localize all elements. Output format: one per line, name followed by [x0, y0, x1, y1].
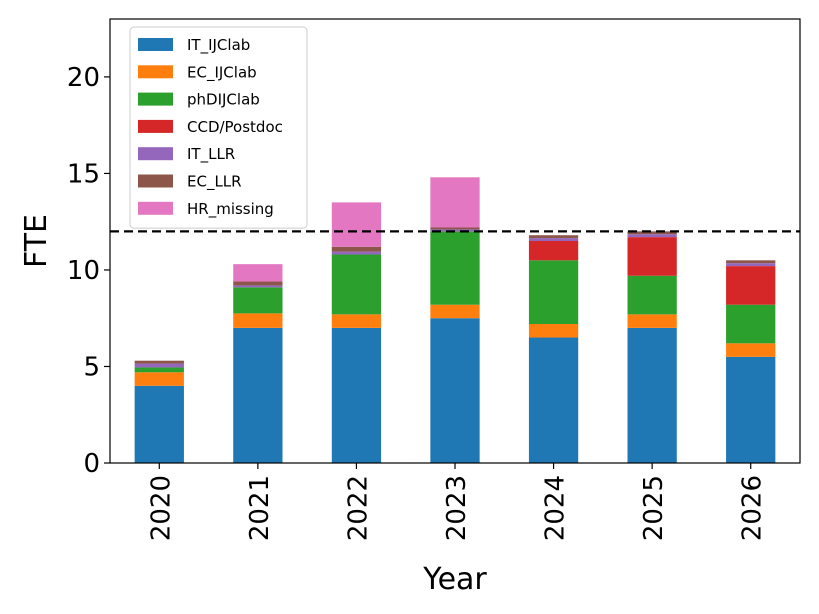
y-tick-label: 20 — [67, 63, 100, 93]
bar-2026-phdijclab — [726, 304, 776, 344]
legend-swatch — [138, 38, 173, 51]
bar-2026-ccd-postdoc — [726, 266, 776, 305]
bar-2023-phdijclab — [430, 231, 480, 305]
bar-2026-it-ijclab — [726, 356, 776, 463]
y-tick-label: 15 — [67, 159, 100, 189]
bar-2026-ec-llr — [726, 260, 776, 264]
legend-swatch — [138, 65, 173, 79]
bar-2020-phdijclab — [134, 367, 184, 373]
y-axis-label: FTE — [19, 214, 54, 268]
legend-label: HR_missing — [187, 200, 274, 219]
legend: IT_IJClab EC_IJClab phDIJClab CCD/Postdoc IT… — [129, 26, 308, 229]
bar-2020-it-llr — [134, 363, 184, 368]
bar-2024-it-ijclab — [528, 337, 579, 463]
bar-2023-hr-missing — [430, 177, 480, 228]
bars-layer — [134, 177, 776, 463]
legend-label: IT_IJClab — [187, 36, 250, 55]
x-tick-label: 2024 — [541, 475, 571, 541]
bar-2021-ec-llr — [233, 281, 283, 286]
bar-2024-phdijclab — [528, 260, 579, 325]
bar-2026-it-llr — [726, 263, 776, 267]
y-tick-label: 5 — [83, 352, 100, 382]
bar-2020-ec-llr — [134, 360, 184, 364]
bar-2024-it-llr — [528, 238, 579, 241]
bar-2021-it-ijclab — [233, 327, 283, 463]
legend-swatch — [138, 174, 173, 188]
x-tick-label: 2022 — [343, 475, 373, 541]
x-axis: 2020 2021 2022 2023 2024 2025 2026 — [146, 463, 768, 541]
bar-2025-it-ijclab — [627, 327, 677, 463]
bar-2025-ec-ijclab — [627, 314, 677, 328]
legend-swatch — [138, 147, 173, 161]
bar-2022-ec-ijclab — [331, 314, 382, 328]
legend-swatch — [138, 92, 173, 106]
y-tick-label: 0 — [83, 449, 100, 479]
legend-label: CCD/Postdoc — [187, 118, 283, 136]
bar-2024-ec-ijclab — [528, 324, 579, 338]
x-tick-label: 2020 — [146, 475, 176, 541]
bar-2024-ec-llr — [528, 235, 579, 239]
bar-2021-phdijclab — [233, 287, 283, 314]
bar-2022-hr-missing — [331, 202, 382, 247]
bar-2020-ec-ijclab — [134, 372, 184, 386]
x-axis-label: Year — [422, 562, 487, 597]
legend-swatch — [138, 119, 173, 133]
bar-2023-ec-llr — [430, 227, 480, 230]
bar-2021-hr-missing — [233, 264, 283, 282]
bar-2026-ec-ijclab — [726, 343, 776, 357]
bar-2021-it-llr — [233, 285, 283, 288]
bar-2022-ec-llr — [331, 246, 382, 252]
bar-2025-phdijclab — [627, 275, 677, 315]
bar-2025-ec-llr — [627, 231, 677, 235]
bar-2025-ccd-postdoc — [627, 237, 677, 276]
legend-label: EC_LLR — [187, 173, 242, 192]
bar-2024-ccd-postdoc — [528, 241, 579, 261]
bar-2022-it-ijclab — [331, 327, 382, 463]
bar-2021-ec-ijclab — [233, 313, 283, 328]
x-tick-label: 2026 — [738, 475, 768, 541]
bar-2022-it-llr — [331, 251, 382, 255]
x-tick-label: 2021 — [245, 475, 275, 541]
y-axis: 0 5 10 15 20 — [67, 63, 110, 479]
legend-label: IT_LLR — [187, 145, 235, 164]
bar-2025-it-llr — [627, 234, 677, 238]
legend-label: phDIJClab — [187, 91, 260, 109]
x-tick-label: 2025 — [639, 475, 669, 541]
legend-swatch — [138, 201, 173, 215]
bar-2023-ec-ijclab — [430, 304, 480, 319]
legend-label: EC_IJClab — [187, 63, 257, 82]
bar-2022-phdijclab — [331, 254, 382, 315]
y-tick-label: 10 — [67, 256, 100, 286]
bar-2020-it-ijclab — [134, 385, 184, 463]
x-tick-label: 2023 — [442, 475, 472, 541]
legend-frame — [129, 26, 308, 229]
bar-2023-it-ijclab — [430, 318, 480, 463]
